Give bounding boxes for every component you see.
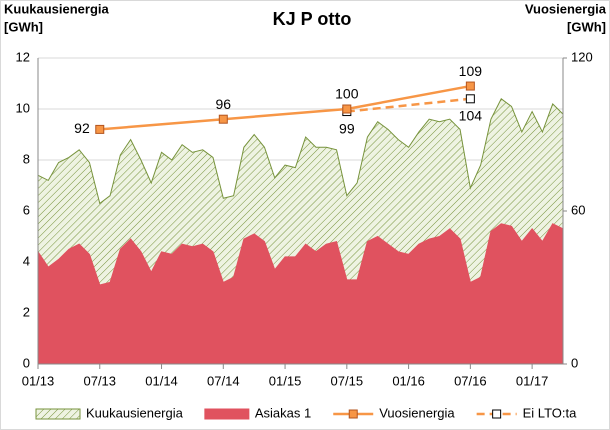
data-label: 100 <box>335 86 359 102</box>
y2-tick-label: 0 <box>571 355 578 370</box>
x-tick-label: 01/13 <box>22 373 55 388</box>
y2-tick-label: 120 <box>571 49 593 64</box>
legend-label: Ei LTO:ta <box>523 405 577 420</box>
legend-swatch <box>35 408 81 420</box>
data-label: 104 <box>459 108 483 124</box>
x-tick-label: 07/15 <box>331 373 364 388</box>
area <box>37 223 564 365</box>
data-label: 92 <box>74 120 90 136</box>
legend-label: Asiakas 1 <box>255 405 311 420</box>
y-axis-title: [GWh] <box>4 19 43 34</box>
x-tick-label: 01/14 <box>145 373 178 388</box>
y-tick-label: 0 <box>23 355 30 370</box>
y-tick-label: 12 <box>16 49 30 64</box>
line <box>346 97 471 113</box>
marker <box>465 94 475 104</box>
x-tick-label: 07/14 <box>207 373 240 388</box>
y-tick-label: 4 <box>23 253 30 268</box>
marker <box>218 114 228 124</box>
legend-marker <box>492 409 502 419</box>
marker <box>465 81 475 91</box>
x-tick-label: 07/13 <box>83 373 116 388</box>
y-tick-label: 6 <box>23 202 30 217</box>
y-axis-title: Kuukausienergia <box>4 1 110 16</box>
legend-marker <box>348 409 358 419</box>
data-label: 109 <box>459 63 483 79</box>
y2-tick-label: 60 <box>571 202 585 217</box>
y2-axis-title: Vuosienergia <box>525 1 607 16</box>
x-tick-label: 07/16 <box>454 373 487 388</box>
x-tick-label: 01/17 <box>516 373 549 388</box>
x-tick-label: 01/15 <box>269 373 302 388</box>
legend-swatch <box>204 408 250 420</box>
marker <box>95 124 105 134</box>
data-label: 99 <box>339 120 355 136</box>
y2-axis-title: [GWh] <box>567 19 606 34</box>
x-tick-label: 01/16 <box>392 373 425 388</box>
legend-label: Vuosienergia <box>379 405 455 420</box>
y-tick-label: 10 <box>16 100 30 115</box>
line <box>99 84 471 131</box>
marker <box>342 104 352 114</box>
legend-label: Kuukausienergia <box>86 405 184 420</box>
y-tick-label: 8 <box>23 151 30 166</box>
y-tick-label: 2 <box>23 304 30 319</box>
data-label: 96 <box>216 96 232 112</box>
chart-title: KJ P otto <box>273 9 352 29</box>
